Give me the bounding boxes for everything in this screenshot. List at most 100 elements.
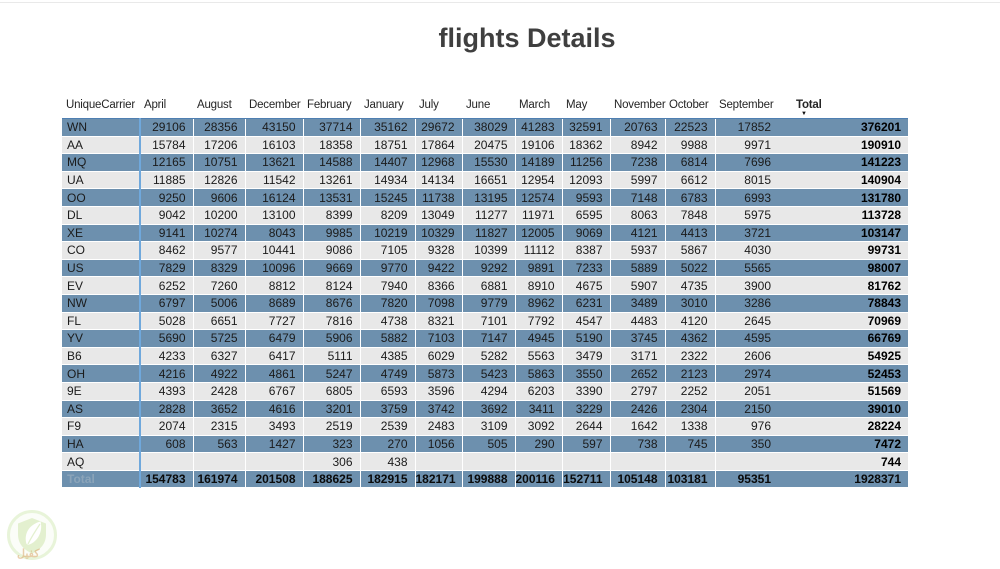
value-cell: 3010 <box>664 294 715 313</box>
table-row-aq: AQ 306 438 744 <box>62 452 908 471</box>
value-cell: 152711 <box>561 470 610 489</box>
value-cell: 597 <box>561 435 610 454</box>
table-row-f9: F9 2074 2315 3493 2519 2539 2483 3109 3092 2644 16… <box>62 417 908 436</box>
row-total-cell: 141223 <box>778 153 908 172</box>
value-cell: 3411 <box>514 400 562 419</box>
value-cell: 29106 <box>139 118 193 137</box>
value-cell: 3171 <box>609 347 665 366</box>
value-cell: 15530 <box>461 153 515 172</box>
column-header-august[interactable]: August <box>193 95 245 119</box>
value-cell: 95351 <box>714 470 778 489</box>
column-header-label: January <box>364 99 404 111</box>
value-cell: 3489 <box>609 294 665 313</box>
column-header-label: September <box>719 99 774 111</box>
value-cell: 11827 <box>461 224 515 243</box>
value-cell: 3759 <box>359 400 415 419</box>
value-cell: 2652 <box>609 364 665 383</box>
value-cell <box>192 452 245 471</box>
value-cell: 306 <box>302 452 360 471</box>
value-cell: 6417 <box>244 347 303 366</box>
table-row-dl: DL 9042 10200 13100 8399 8209 13049 11277 11971 6… <box>62 206 908 225</box>
row-total-cell: 190910 <box>778 136 908 155</box>
column-header-december[interactable]: December <box>245 95 303 119</box>
value-cell: 2644 <box>561 417 610 436</box>
value-cell: 11542 <box>244 171 303 190</box>
value-cell: 5282 <box>461 347 515 366</box>
carrier-cell: 9E <box>62 382 141 401</box>
value-cell: 7848 <box>664 206 715 225</box>
row-total-cell: 70969 <box>778 312 908 331</box>
value-cell: 290 <box>514 435 562 454</box>
column-header-november[interactable]: November <box>610 95 666 119</box>
column-header-label: March <box>519 99 550 111</box>
row-total-cell: 99731 <box>778 241 908 260</box>
value-cell: 2974 <box>714 364 778 383</box>
value-cell: 7233 <box>561 259 610 278</box>
column-header-june[interactable]: June <box>462 95 515 119</box>
value-cell: 20763 <box>609 118 665 137</box>
value-cell: 10751 <box>192 153 245 172</box>
value-cell: 6993 <box>714 188 778 207</box>
value-cell: 37714 <box>302 118 360 137</box>
value-cell: 3390 <box>561 382 610 401</box>
value-cell: 3692 <box>461 400 515 419</box>
table-row-9e: 9E 4393 2428 6767 6805 6593 3596 4294 6203 3390 27… <box>62 382 908 401</box>
value-cell: 8366 <box>414 276 462 295</box>
value-cell: 2606 <box>714 347 778 366</box>
value-cell: 5247 <box>302 364 360 383</box>
value-cell: 43150 <box>244 118 303 137</box>
value-cell: 6231 <box>561 294 610 313</box>
value-cell: 182171 <box>414 470 462 489</box>
value-cell: 9328 <box>414 241 462 260</box>
row-total-cell: 131780 <box>778 188 908 207</box>
carrier-cell: YV <box>62 329 141 348</box>
value-cell: 10200 <box>192 206 245 225</box>
value-cell: 3742 <box>414 400 462 419</box>
column-header-april[interactable]: April <box>140 95 193 119</box>
value-cell: 7792 <box>514 312 562 331</box>
column-header-total[interactable]: Total ▼ <box>778 95 908 119</box>
value-cell <box>714 452 778 471</box>
value-cell: 3900 <box>714 276 778 295</box>
value-cell: 5111 <box>302 347 360 366</box>
column-header-label: February <box>307 99 352 111</box>
row-total-cell: 1928371 <box>778 470 908 489</box>
column-header-october[interactable]: October <box>665 95 715 119</box>
column-header-january[interactable]: January <box>360 95 415 119</box>
value-cell: 8015 <box>714 171 778 190</box>
value-cell: 6252 <box>139 276 193 295</box>
column-header-february[interactable]: February <box>303 95 360 119</box>
carrier-cell: WN <box>62 118 141 137</box>
value-cell: 9606 <box>192 188 245 207</box>
value-cell: 7105 <box>359 241 415 260</box>
value-cell: 8910 <box>514 276 562 295</box>
row-total-cell: 66769 <box>778 329 908 348</box>
value-cell: 5725 <box>192 329 245 348</box>
row-total-cell: 51569 <box>778 382 908 401</box>
value-cell: 5867 <box>664 241 715 260</box>
column-header-may[interactable]: May <box>562 95 610 119</box>
value-cell: 11971 <box>514 206 562 225</box>
column-header-march[interactable]: March <box>515 95 562 119</box>
carrier-cell: UA <box>62 171 141 190</box>
column-header-uniquecarrier[interactable]: UniqueCarrier <box>62 95 140 119</box>
row-total-cell: 376201 <box>778 118 908 137</box>
value-cell: 4861 <box>244 364 303 383</box>
column-header-september[interactable]: September <box>715 95 778 119</box>
value-cell: 9770 <box>359 259 415 278</box>
value-cell: 4216 <box>139 364 193 383</box>
value-cell: 745 <box>664 435 715 454</box>
value-cell: 6612 <box>664 171 715 190</box>
value-cell: 3092 <box>514 417 562 436</box>
value-cell: 7101 <box>461 312 515 331</box>
value-cell: 8124 <box>302 276 360 295</box>
value-cell: 9593 <box>561 188 610 207</box>
value-cell: 15245 <box>359 188 415 207</box>
value-cell <box>139 452 193 471</box>
value-cell: 2519 <box>302 417 360 436</box>
value-cell: 8676 <box>302 294 360 313</box>
value-cell: 14134 <box>414 171 462 190</box>
column-header-july[interactable]: July <box>415 95 462 119</box>
table-row-as: AS 2828 3652 4616 3201 3759 3742 3692 3411 3229 24… <box>62 400 908 419</box>
value-cell: 4413 <box>664 224 715 243</box>
